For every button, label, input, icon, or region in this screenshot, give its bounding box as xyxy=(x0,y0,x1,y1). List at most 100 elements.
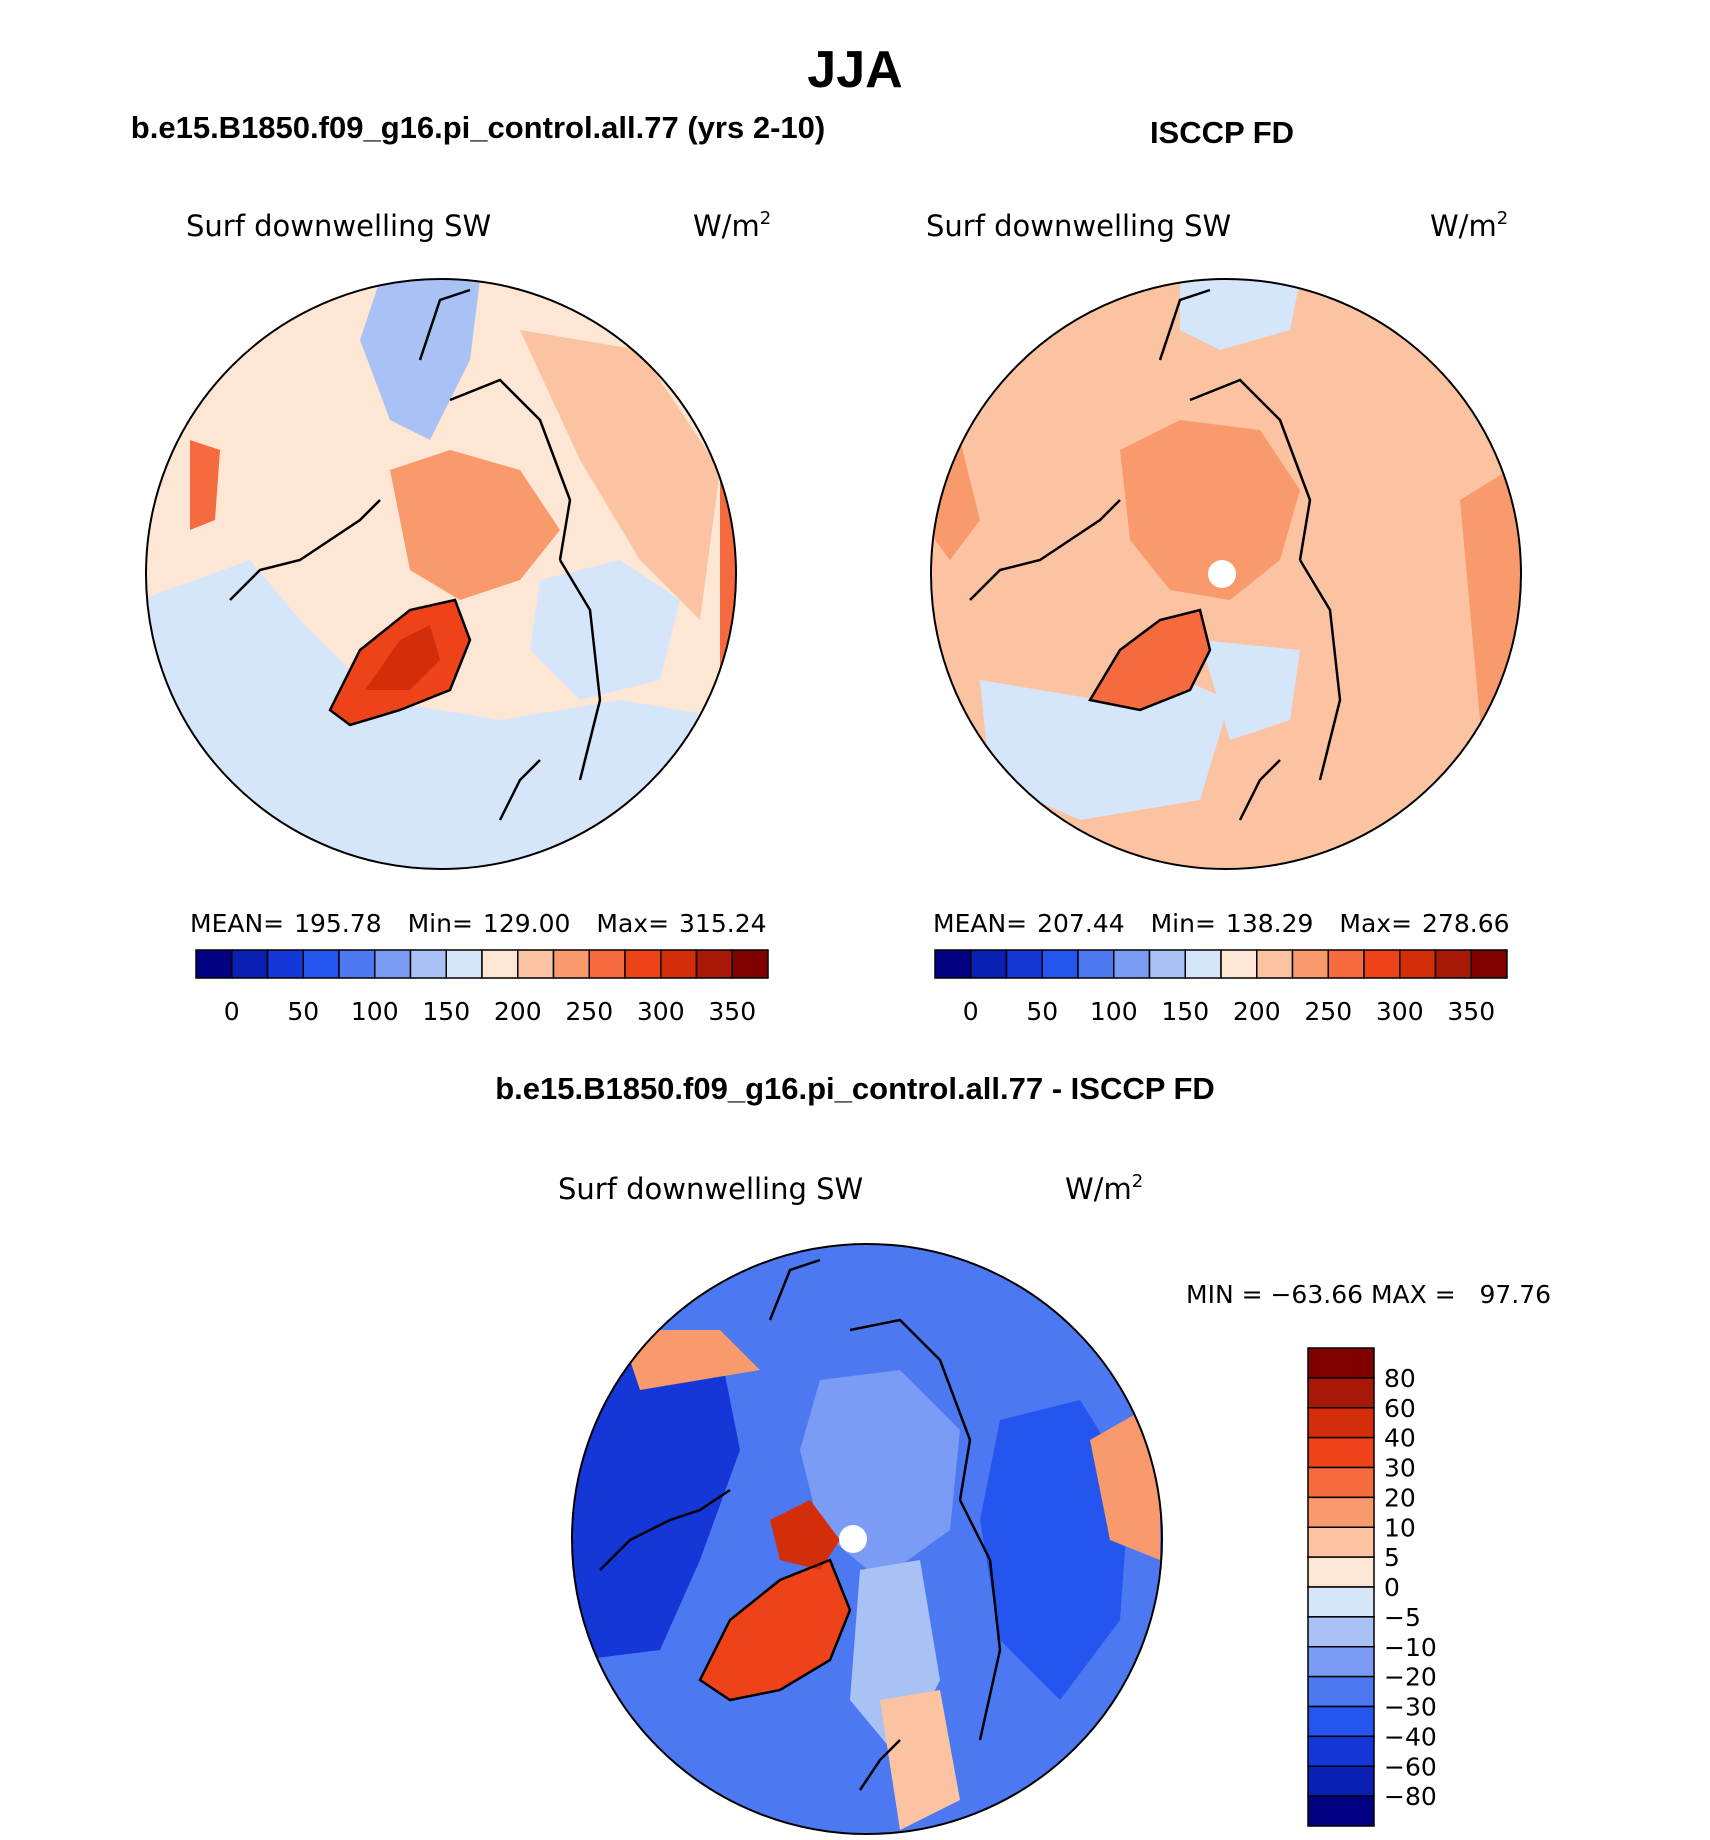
colorbar-model-swatch xyxy=(409,949,447,979)
colorbar-obs-tick-label: 200 xyxy=(1233,997,1281,1026)
map-obs-pole-hole xyxy=(1208,560,1236,588)
colorbar-obs-swatch xyxy=(1399,949,1437,979)
colorbar-diff-tick-label: −40 xyxy=(1384,1722,1437,1751)
map-obs-greenland-region xyxy=(1090,610,1210,710)
panel-model-mean-value: 195.78 xyxy=(294,909,381,938)
colorbar-obs-tick-label: 100 xyxy=(1090,997,1138,1026)
colorbar-model-swatch xyxy=(266,949,304,979)
map-obs-atlantic-region xyxy=(980,670,1230,820)
colorbar-obs-swatch xyxy=(1005,949,1043,979)
colorbar-model-swatch xyxy=(731,949,769,979)
panel-diff-units-base: W/m xyxy=(1065,1172,1132,1206)
colorbar-obs-tick-label: 50 xyxy=(1026,997,1058,1026)
panel-obs-units-base: W/m xyxy=(1430,209,1497,243)
colorbar-diff-tick-label: −60 xyxy=(1384,1752,1437,1781)
panel-obs-mean-label: MEAN= xyxy=(933,909,1027,938)
colorbar-obs-swatch xyxy=(1041,949,1079,979)
map-model-east-edge xyxy=(720,400,736,720)
map-diff-pacific-edge xyxy=(620,1330,760,1390)
figure-title: JJA xyxy=(807,41,902,99)
map-diff-east-edge xyxy=(1090,1400,1160,1560)
map-diff-east-region xyxy=(980,1400,1130,1700)
map-model-west-edge xyxy=(190,440,220,530)
panel-model-min-label: Min= xyxy=(408,909,473,938)
map-model-arctic-region xyxy=(390,450,560,600)
colorbar-diff-swatch xyxy=(1307,1377,1375,1409)
colorbar-model-swatch xyxy=(374,949,412,979)
map-model xyxy=(146,279,736,869)
panel-obs-variable: Surf downwelling SW xyxy=(926,209,1231,243)
panel-model-max-label: Max= xyxy=(596,909,669,938)
colorbar-obs-swatch xyxy=(1077,949,1115,979)
colorbar-model-tick-label: 300 xyxy=(637,997,685,1026)
colorbar-model-tick-label: 100 xyxy=(351,997,399,1026)
map-diff-greenland-region xyxy=(700,1560,850,1700)
colorbar-model-swatch xyxy=(481,949,519,979)
colorbar-model-tick-label: 250 xyxy=(565,997,613,1026)
map-obs-sea-region xyxy=(1200,640,1300,740)
colorbar-diff-swatch xyxy=(1307,1526,1375,1558)
colorbar-diff-tick-label: 5 xyxy=(1384,1543,1400,1572)
colorbar-obs-tick-label: 350 xyxy=(1447,997,1495,1026)
colorbar-obs-swatch xyxy=(1363,949,1401,979)
panel-model-min-value: 129.00 xyxy=(483,909,570,938)
panel-diff-units-exp: 2 xyxy=(1132,1171,1143,1192)
map-diff-center-region xyxy=(800,1370,960,1580)
colorbar-diff-tick-label: 0 xyxy=(1384,1573,1400,1602)
panel-obs-title: ISCCP FD xyxy=(1150,115,1294,150)
colorbar-diff-swatch xyxy=(1307,1466,1375,1499)
panel-obs-stats: MEAN= 207.44 Min= 138.29 Max= 278.66 xyxy=(933,909,1510,938)
map-obs xyxy=(931,279,1521,869)
map-obs-pacific-region xyxy=(1180,280,1300,350)
map-obs-coastlines xyxy=(969,288,1342,821)
panel-obs-min-value: 138.29 xyxy=(1226,909,1313,938)
panel-diff: b.e15.B1850.f09_g16.pi_control.all.77 - … xyxy=(495,1071,1551,1835)
colorbar-diff-tick-label: 80 xyxy=(1384,1364,1416,1393)
map-diff-west-region xyxy=(572,1330,740,1660)
map-model-atlantic-region xyxy=(146,560,736,869)
map-diff-greenland-core xyxy=(770,1500,840,1570)
panel-obs-units: W/m2 xyxy=(1430,208,1508,243)
map-diff-south-strip xyxy=(880,1690,960,1830)
colorbar-diff-swatch xyxy=(1307,1556,1375,1588)
colorbar-diff-swatch xyxy=(1307,1675,1375,1708)
colorbar-obs-tick-label: 150 xyxy=(1161,997,1209,1026)
panel-diff-units: W/m2 xyxy=(1065,1171,1143,1206)
colorbar-obs-swatch xyxy=(1148,949,1186,979)
panel-model-mean-label: MEAN= xyxy=(190,909,284,938)
colorbar-diff-tick-label: 20 xyxy=(1384,1483,1416,1512)
colorbar-diff-swatch xyxy=(1307,1616,1375,1648)
colorbar-model-swatch xyxy=(302,949,340,979)
colorbar-diff-swatch xyxy=(1307,1765,1375,1797)
colorbar-diff-tick-label: 40 xyxy=(1384,1424,1416,1453)
colorbar-diff-swatch xyxy=(1307,1436,1375,1469)
colorbar-diff-swatch xyxy=(1307,1646,1375,1678)
map-model-sea-region xyxy=(530,560,680,700)
colorbar-diff-tick-label: 10 xyxy=(1384,1513,1416,1542)
panel-model-stats: MEAN= 195.78 Min= 129.00 Max= 315.24 xyxy=(190,909,767,938)
map-diff-frame xyxy=(571,1243,1163,1835)
panel-model: b.e15.B1850.f09_g16.pi_control.all.77 (y… xyxy=(131,110,825,1026)
colorbar-obs-swatch xyxy=(1291,949,1329,979)
panel-obs: ISCCP FD Surf downwelling SW W/m2 MEAN= 2… xyxy=(926,115,1522,1026)
map-diff-coastlines xyxy=(599,1258,1002,1791)
colorbar-obs-swatch xyxy=(1113,949,1151,979)
colorbar-diff-swatch xyxy=(1307,1586,1375,1618)
panel-model-units: W/m2 xyxy=(693,208,771,243)
panel-obs-units-exp: 2 xyxy=(1497,208,1508,229)
map-model-greenland-core xyxy=(365,625,440,690)
colorbar-obs-tick-label: 0 xyxy=(963,997,979,1026)
colorbar-diff-tick-label: −20 xyxy=(1384,1663,1437,1692)
panel-obs-min-label: Min= xyxy=(1151,909,1216,938)
map-model-frame xyxy=(145,278,737,870)
colorbar-diff-swatch xyxy=(1307,1347,1375,1379)
colorbar-model-swatch xyxy=(445,949,483,979)
colorbar-model: 0 50 100 150 200 250 300 350 xyxy=(195,949,769,1026)
colorbar-diff-swatch xyxy=(1307,1407,1375,1439)
colorbar-model-swatch xyxy=(624,949,662,979)
panel-diff-title: b.e15.B1850.f09_g16.pi_control.all.77 - … xyxy=(495,1071,1215,1106)
colorbar-obs: 0 50 100 150 200 250 300 350 xyxy=(934,949,1508,1026)
colorbar-obs-swatch xyxy=(1470,949,1508,979)
map-obs-frame xyxy=(930,278,1522,870)
